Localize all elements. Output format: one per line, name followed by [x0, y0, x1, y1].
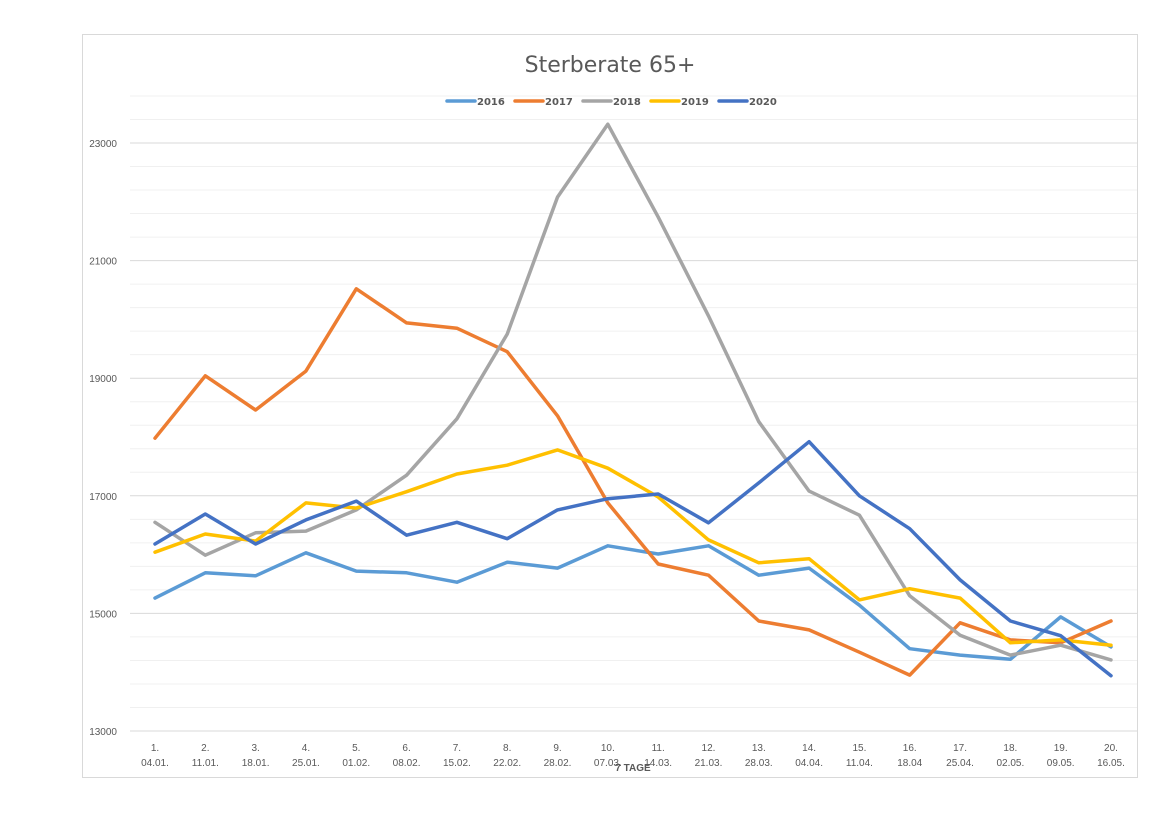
x-axis: 1. 04.01. 2. 11.01. 3. 18.01. 4. 25.01. 5. 01.02.… [141, 743, 1125, 769]
x-tick-label: 7. [453, 743, 461, 754]
x-tick-label: 10. [601, 743, 615, 754]
x-tick-label: 19. [1054, 743, 1068, 754]
y-tick-label: 17000 [89, 492, 117, 503]
x-tick-label: 04.01. [141, 758, 169, 769]
x-axis-title: 7 TAGE [615, 763, 651, 774]
y-tick-label: 23000 [89, 139, 117, 150]
y-tick-label: 13000 [89, 727, 117, 738]
legend-label-2017: 2017 [545, 97, 573, 108]
x-tick-label: 01.02. [342, 758, 370, 769]
series-line-2020 [153, 439, 1113, 678]
x-tick-label: 3. [251, 743, 259, 754]
legend-label-2016: 2016 [477, 97, 505, 108]
gridlines [130, 95, 1137, 732]
x-tick-label: 1. [151, 743, 159, 754]
x-tick-label: 11.04. [846, 758, 873, 769]
x-tick-label: 17. [953, 743, 967, 754]
y-tick-label: 21000 [89, 257, 117, 268]
legend-label-2019: 2019 [681, 97, 709, 108]
x-tick-label: 16. [903, 743, 917, 754]
x-tick-label: 13. [752, 743, 766, 754]
x-tick-label: 6. [402, 743, 410, 754]
x-tick-label: 09.05. [1047, 758, 1075, 769]
y-tick-label: 15000 [89, 609, 117, 620]
legend-label-2020: 2020 [749, 97, 777, 108]
chart-title: Sterberate 65+ [525, 53, 696, 78]
x-tick-label: 20. [1104, 743, 1118, 754]
x-tick-label: 11.01. [192, 758, 219, 769]
series-lines [153, 122, 1113, 678]
x-tick-label: 18.01. [242, 758, 270, 769]
x-tick-label: 14.03. [644, 758, 672, 769]
y-axis: 13000 15000 17000 19000 21000 23000 [89, 139, 117, 738]
y-tick-label: 19000 [89, 374, 117, 385]
series-line-2018 [153, 122, 1113, 662]
x-tick-label: 16.05. [1097, 758, 1125, 769]
x-tick-label: 07.03. [594, 758, 622, 769]
x-tick-label: 9. [553, 743, 561, 754]
x-tick-label: 15.02. [443, 758, 471, 769]
x-tick-label: 25.01. [292, 758, 320, 769]
x-tick-label: 04.04. [795, 758, 823, 769]
x-tick-label: 08.02. [393, 758, 421, 769]
x-tick-label: 28.03. [745, 758, 773, 769]
legend: 2016 2017 2018 2019 2020 [445, 97, 777, 108]
chart-frame [82, 34, 1138, 778]
x-tick-label: 2. [201, 743, 209, 754]
x-tick-label: 4. [302, 743, 310, 754]
x-tick-label: 21.03. [695, 758, 723, 769]
x-tick-label: 14. [802, 743, 816, 754]
x-tick-label: 18.04 [897, 758, 922, 769]
legend-label-2018: 2018 [613, 97, 641, 108]
x-tick-label: 12. [702, 743, 716, 754]
x-tick-label: 8. [503, 743, 511, 754]
series-line-2017 [153, 287, 1113, 677]
x-tick-label: 02.05. [996, 758, 1024, 769]
x-tick-label: 11. [652, 743, 665, 754]
x-tick-label: 28.02. [544, 758, 572, 769]
x-tick-label: 15. [852, 743, 866, 754]
series-line-2019 [153, 448, 1113, 647]
series-line-2016 [153, 544, 1113, 662]
x-tick-label: 5. [352, 743, 360, 754]
x-tick-label: 22.02. [493, 758, 521, 769]
x-tick-label: 18. [1003, 743, 1017, 754]
x-tick-label: 25.04. [946, 758, 974, 769]
